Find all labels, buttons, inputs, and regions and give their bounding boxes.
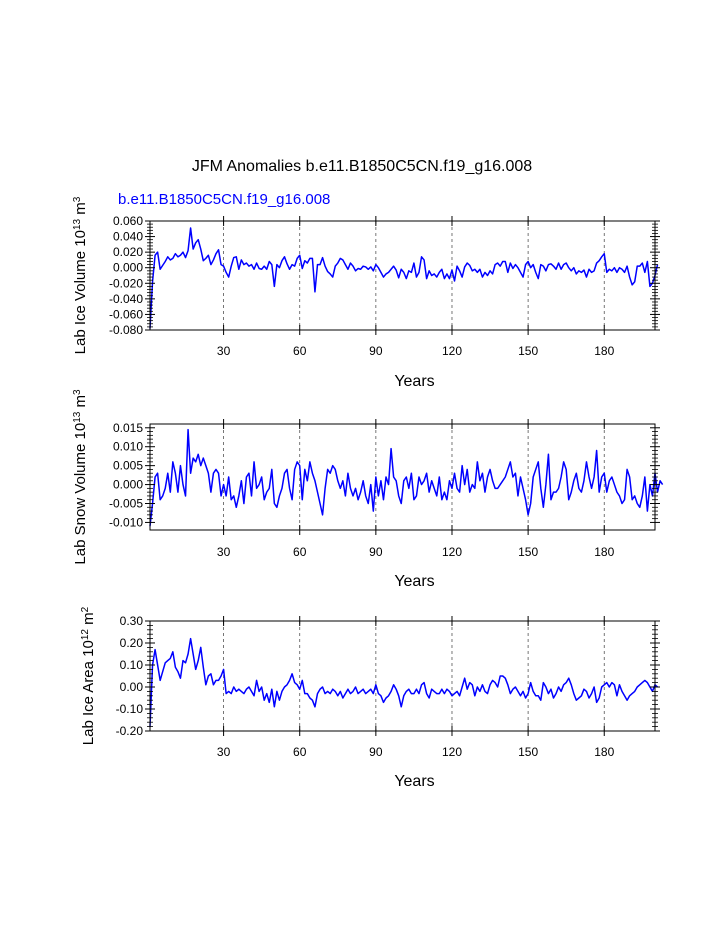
y-axis-label: Lab Snow Volume 1013 m3 [72, 389, 90, 565]
x-tick-label: 90 [369, 344, 383, 358]
y-tick-label: 0.000 [113, 478, 143, 492]
y-tick-label: 0.00 [120, 680, 144, 694]
y-tick-label: 0.20 [120, 636, 144, 650]
y-tick-label: 0.000 [113, 261, 143, 275]
x-tick-label: 30 [217, 545, 231, 559]
chart-title: JFM Anomalies b.e11.B1850C5CN.f19_g16.00… [192, 158, 532, 175]
x-tick-label: 30 [217, 745, 231, 759]
y-tick-label: -0.10 [116, 702, 144, 716]
series-line [149, 428, 664, 527]
x-tick-label: 90 [369, 745, 383, 759]
y-tick-label: -0.060 [109, 307, 143, 321]
x-tick-label: 150 [518, 344, 538, 358]
series-line [149, 227, 659, 329]
x-axis-label: Years [394, 773, 434, 790]
y-tick-label: 0.015 [113, 421, 143, 435]
plot-frame [149, 220, 656, 331]
x-tick-label: 60 [293, 745, 307, 759]
y-tick-label: 0.060 [113, 214, 143, 228]
x-tick-label: 120 [442, 344, 462, 358]
x-tick-label: 150 [518, 745, 538, 759]
plot-frame [149, 620, 656, 732]
case-label: b.e11.B1850C5CN.f19_g16.008 [118, 191, 330, 208]
y-axis-label: Lab Ice Area 1012 m2 [80, 606, 98, 745]
x-axis-label: Years [394, 573, 434, 590]
y-tick-label: -0.040 [109, 292, 143, 306]
y-tick-label: 0.040 [113, 230, 143, 244]
x-tick-label: 120 [442, 545, 462, 559]
x-axis-label: Years [394, 373, 434, 390]
y-tick-label: 0.005 [113, 459, 143, 473]
series-line [149, 637, 659, 727]
x-tick-label: 60 [293, 545, 307, 559]
y-axis-label: Lab Ice Volume 1013 m3 [72, 196, 90, 354]
y-tick-label: 0.020 [113, 245, 143, 259]
y-tick-label: 0.010 [113, 440, 143, 454]
x-tick-label: 180 [594, 745, 614, 759]
x-tick-label: 120 [442, 745, 462, 759]
plot-frame [149, 423, 656, 531]
y-tick-label: -0.080 [109, 323, 143, 337]
y-tick-label: 0.30 [120, 614, 144, 628]
x-tick-label: 180 [594, 545, 614, 559]
x-tick-label: 150 [518, 545, 538, 559]
x-tick-label: 180 [594, 344, 614, 358]
x-tick-label: 90 [369, 545, 383, 559]
y-tick-label: -0.020 [109, 276, 143, 290]
y-tick-label: -0.005 [109, 497, 143, 511]
y-tick-label: 0.10 [120, 658, 144, 672]
y-tick-label: -0.010 [109, 515, 143, 529]
x-tick-label: 60 [293, 344, 307, 358]
panel-ice-area: -0.20 -0.10 0.00 0.10 0.20 0.30 30 60 90 120 150 18… [80, 606, 660, 790]
y-tick-label: -0.20 [116, 724, 144, 738]
x-tick-label: 30 [217, 344, 231, 358]
panel-snow-volume: -0.010 -0.005 0.000 0.005 0.010 0.015 30 60 90 12… [72, 389, 664, 590]
